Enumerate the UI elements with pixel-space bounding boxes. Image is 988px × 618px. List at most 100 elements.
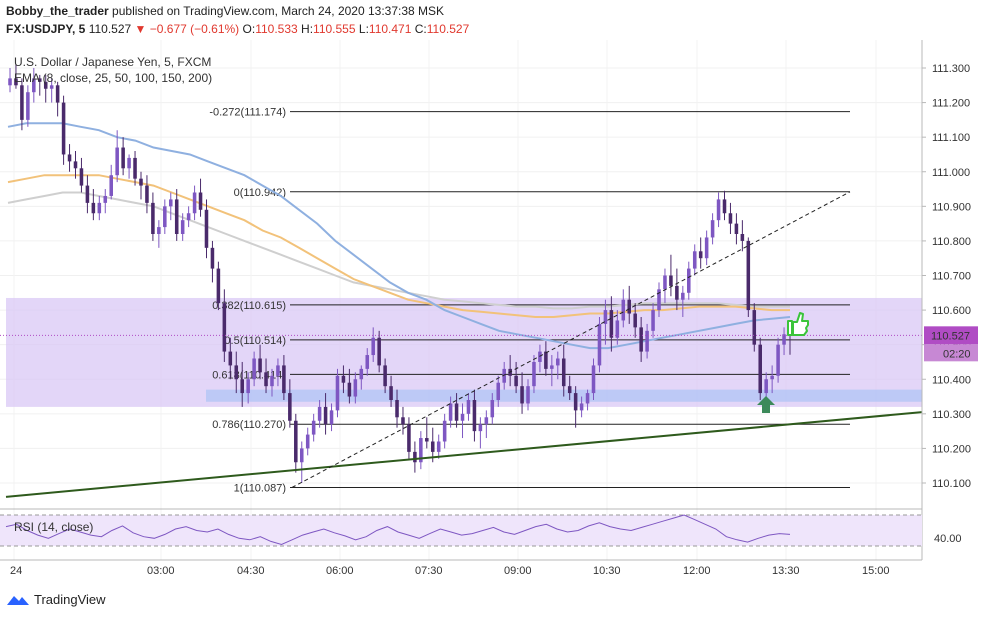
countdown-tag — [924, 344, 978, 362]
instrument-legend: U.S. Dollar / Japanese Yen, 5, FXCM — [14, 55, 211, 69]
low-label: L: — [358, 22, 369, 36]
fib-level-label: 0(110.942) — [234, 187, 286, 199]
time-tick-label: 03:00 — [147, 565, 175, 577]
candle — [55, 81, 60, 117]
ema-legend[interactable]: EMA (8, close, 25, 50, 100, 150, 200) — [14, 71, 212, 85]
candle — [609, 296, 614, 352]
up-arrow-icon — [757, 396, 775, 413]
candle — [32, 68, 36, 103]
candle — [37, 74, 42, 96]
candle — [127, 154, 131, 179]
rsi-axis-label: 40.00 — [934, 533, 962, 545]
candle — [460, 403, 465, 439]
tradingview-brand[interactable]: TradingView — [6, 592, 106, 607]
candle — [294, 413, 298, 473]
candle — [401, 406, 405, 435]
candle — [14, 64, 18, 89]
author-name[interactable]: Bobby_the_trader — [6, 4, 109, 18]
ema-line-orange — [7, 174, 790, 318]
last-price: 110.527 — [88, 22, 132, 36]
candle — [79, 157, 84, 193]
price-tick-label: 110.600 — [932, 305, 971, 317]
price-tick-label: 110.700 — [932, 271, 971, 283]
candle — [323, 393, 328, 435]
time-tick-label: 24 — [10, 565, 22, 577]
candle — [782, 327, 786, 356]
candle — [704, 230, 709, 266]
trendline[interactable] — [5, 411, 923, 498]
candle — [109, 164, 113, 200]
candle — [657, 282, 661, 317]
candle — [746, 237, 751, 317]
close-label: C: — [414, 22, 427, 36]
candle — [8, 68, 12, 93]
candle — [448, 396, 453, 428]
time-axis[interactable]: 24 03:00 04:30 06:00 07:30 09:00 10:30 12:00 13:… — [10, 565, 890, 577]
candle — [556, 351, 560, 380]
candle — [692, 244, 697, 276]
candle — [121, 137, 125, 176]
candle — [252, 351, 256, 387]
candle — [192, 185, 197, 221]
chart-canvas[interactable]: -0.272(111.174) 0(110.942) 0.382(110.615) 0… — [0, 0, 988, 590]
candle — [216, 261, 221, 311]
rsi-band — [0, 515, 922, 546]
candle — [520, 372, 524, 414]
fib-trend-dashed[interactable] — [291, 191, 851, 488]
candle — [716, 192, 721, 228]
candle — [174, 189, 179, 241]
fib-level-label: 0.382(110.615) — [212, 300, 286, 312]
open-value: 110.533 — [255, 22, 298, 36]
price-tick-label: 110.900 — [932, 201, 971, 213]
candle — [490, 393, 495, 425]
candle — [168, 192, 173, 221]
candle — [585, 389, 590, 411]
candle — [353, 372, 358, 404]
candle — [627, 285, 632, 324]
candle — [478, 417, 483, 449]
candle — [663, 268, 667, 304]
candle — [115, 130, 119, 183]
candle — [740, 220, 745, 252]
candle — [573, 386, 578, 428]
candle — [621, 289, 626, 328]
candle — [365, 348, 370, 376]
candle — [687, 261, 691, 300]
high-value: 110.555 — [313, 22, 356, 36]
time-tick-label: 06:00 — [326, 565, 354, 577]
countdown-text: 02:20 — [943, 348, 971, 360]
candle — [645, 323, 649, 359]
candle — [669, 254, 673, 297]
candle — [329, 403, 334, 432]
candle — [228, 337, 233, 380]
candle — [770, 365, 774, 394]
candle — [615, 310, 620, 345]
price-tick-label: 111.200 — [932, 98, 970, 110]
candle — [335, 368, 340, 418]
candle — [514, 361, 518, 394]
candle — [639, 317, 643, 362]
candle — [395, 389, 399, 428]
candle — [579, 396, 584, 418]
candle — [484, 410, 489, 439]
rsi-line — [5, 514, 791, 546]
candle — [347, 368, 352, 404]
candle — [466, 393, 471, 421]
candle — [436, 434, 441, 459]
candle — [305, 427, 310, 456]
candle — [752, 303, 757, 352]
candle — [425, 417, 429, 449]
candle — [240, 361, 244, 407]
rsi-legend[interactable]: RSI (14, close) — [14, 520, 93, 534]
candle — [234, 351, 239, 394]
price-axis[interactable]: 111.300 111.200 111.100 111.000 110.900 110.8… — [922, 63, 971, 490]
last-price-tag — [924, 326, 978, 345]
candle — [377, 330, 381, 373]
symbol-name[interactable]: FX:USDJPY, 5 — [6, 22, 86, 36]
candle — [145, 175, 149, 214]
candle — [454, 393, 459, 428]
candle — [681, 285, 685, 317]
candle — [270, 368, 274, 397]
candle — [758, 337, 763, 400]
time-tick-label: 09:00 — [504, 565, 532, 577]
